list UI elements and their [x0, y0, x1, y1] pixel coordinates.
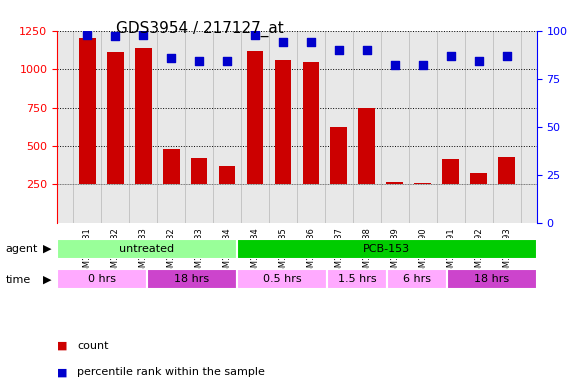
Text: percentile rank within the sample: percentile rank within the sample [77, 367, 265, 377]
Bar [163, 149, 179, 184]
Point [223, 58, 232, 65]
Text: PCB-153: PCB-153 [363, 243, 411, 254]
Text: 0 hrs: 0 hrs [88, 274, 116, 285]
Bar [470, 173, 487, 184]
Text: 18 hrs: 18 hrs [174, 274, 210, 285]
Point [111, 33, 120, 40]
Bar [275, 60, 291, 184]
Bar [191, 158, 207, 184]
Point [418, 62, 427, 68]
Text: count: count [77, 341, 108, 351]
Point [306, 39, 315, 45]
Bar [107, 52, 124, 184]
Text: agent: agent [6, 244, 38, 254]
Text: 6 hrs: 6 hrs [403, 274, 431, 285]
FancyBboxPatch shape [327, 269, 387, 290]
FancyBboxPatch shape [447, 269, 537, 290]
Bar [359, 108, 375, 184]
Point [279, 39, 288, 45]
Bar [303, 62, 319, 184]
Text: GDS3954 / 217127_at: GDS3954 / 217127_at [116, 21, 284, 37]
FancyBboxPatch shape [387, 269, 447, 290]
Text: time: time [6, 275, 31, 285]
FancyBboxPatch shape [57, 238, 237, 259]
Bar [135, 48, 151, 184]
Point [251, 31, 260, 38]
Bar [443, 159, 459, 184]
Bar [415, 183, 431, 184]
Bar [498, 157, 515, 184]
Point [83, 31, 92, 38]
Text: 1.5 hrs: 1.5 hrs [337, 274, 376, 285]
FancyBboxPatch shape [147, 269, 237, 290]
Text: untreated: untreated [119, 243, 175, 254]
FancyBboxPatch shape [237, 269, 327, 290]
Bar [331, 127, 347, 184]
Text: ■: ■ [57, 367, 67, 377]
Bar [219, 166, 235, 184]
Bar [247, 51, 263, 184]
Point [334, 47, 343, 53]
Point [167, 55, 176, 61]
Text: ■: ■ [57, 341, 67, 351]
Point [502, 53, 511, 59]
Text: ▶: ▶ [43, 244, 51, 254]
Text: ▶: ▶ [43, 275, 51, 285]
Point [139, 31, 148, 38]
Point [195, 58, 204, 65]
Bar [79, 38, 96, 184]
Point [390, 62, 399, 68]
Bar [387, 182, 403, 184]
Point [474, 58, 483, 65]
Point [362, 47, 371, 53]
FancyBboxPatch shape [237, 238, 537, 259]
Text: 18 hrs: 18 hrs [474, 274, 509, 285]
Point [446, 53, 455, 59]
FancyBboxPatch shape [57, 269, 147, 290]
Text: 0.5 hrs: 0.5 hrs [263, 274, 301, 285]
